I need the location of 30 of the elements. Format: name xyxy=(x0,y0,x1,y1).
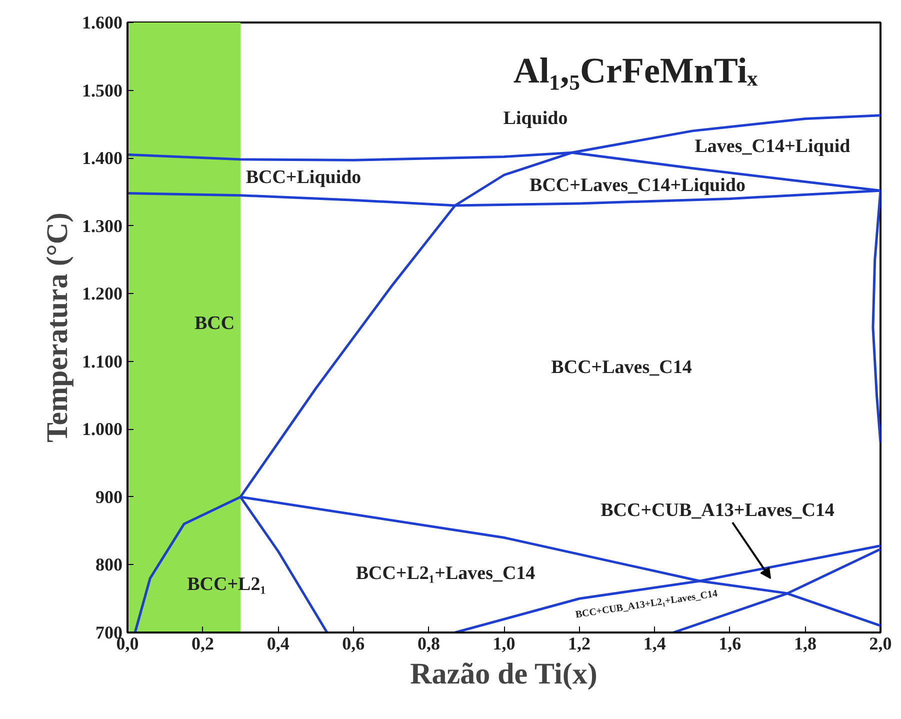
annotation: BCC+Liquido xyxy=(246,167,362,188)
x-tick-label: 1,4 xyxy=(643,634,666,654)
x-tick-label: 1,8 xyxy=(794,634,816,654)
annotation: Laves_C14+Liquid xyxy=(694,136,851,157)
x-tick-label: 0,8 xyxy=(417,634,440,654)
x-tick-label: 0,6 xyxy=(342,634,365,654)
y-tick-label: 1.200 xyxy=(82,284,122,304)
y-axis-title: Temperatura (°C) xyxy=(41,212,74,443)
y-tick-label: 1.000 xyxy=(82,419,122,440)
annotation: BCC+Laves_C14+Liquido xyxy=(530,175,746,196)
annotation: BCC+L2₁+Laves_C14 xyxy=(356,563,536,584)
y-tick-label: 900 xyxy=(96,486,122,507)
annotation: BCC+CUB_A13+Laves_C14 xyxy=(600,500,835,521)
y-tick-label: 1.300 xyxy=(82,216,122,236)
annotation: Liquido xyxy=(503,108,568,129)
x-tick-label: 1,2 xyxy=(568,634,591,654)
x-axis-title: Razão de Ti(x) xyxy=(410,658,598,690)
annotation: BCC xyxy=(194,313,235,334)
x-tick-label: 1,0 xyxy=(492,634,516,654)
x-tick-label: 0,4 xyxy=(266,634,290,654)
y-tick-label: 1.100 xyxy=(82,351,122,372)
y-tick-label: 1.400 xyxy=(82,148,122,168)
x-tick-label: 1,6 xyxy=(718,634,742,654)
text: Al₁,₅CrFeMnTiₓ xyxy=(513,50,758,90)
x-tick-label: 2,0 xyxy=(869,634,892,654)
y-tick-label: 1.500 xyxy=(82,80,122,100)
y-tick-label: 800 xyxy=(96,554,122,575)
y-tick-label: 1.600 xyxy=(82,12,122,32)
x-tick-label: 0,2 xyxy=(192,634,214,654)
annotation: BCC+Laves_C14 xyxy=(551,357,692,378)
